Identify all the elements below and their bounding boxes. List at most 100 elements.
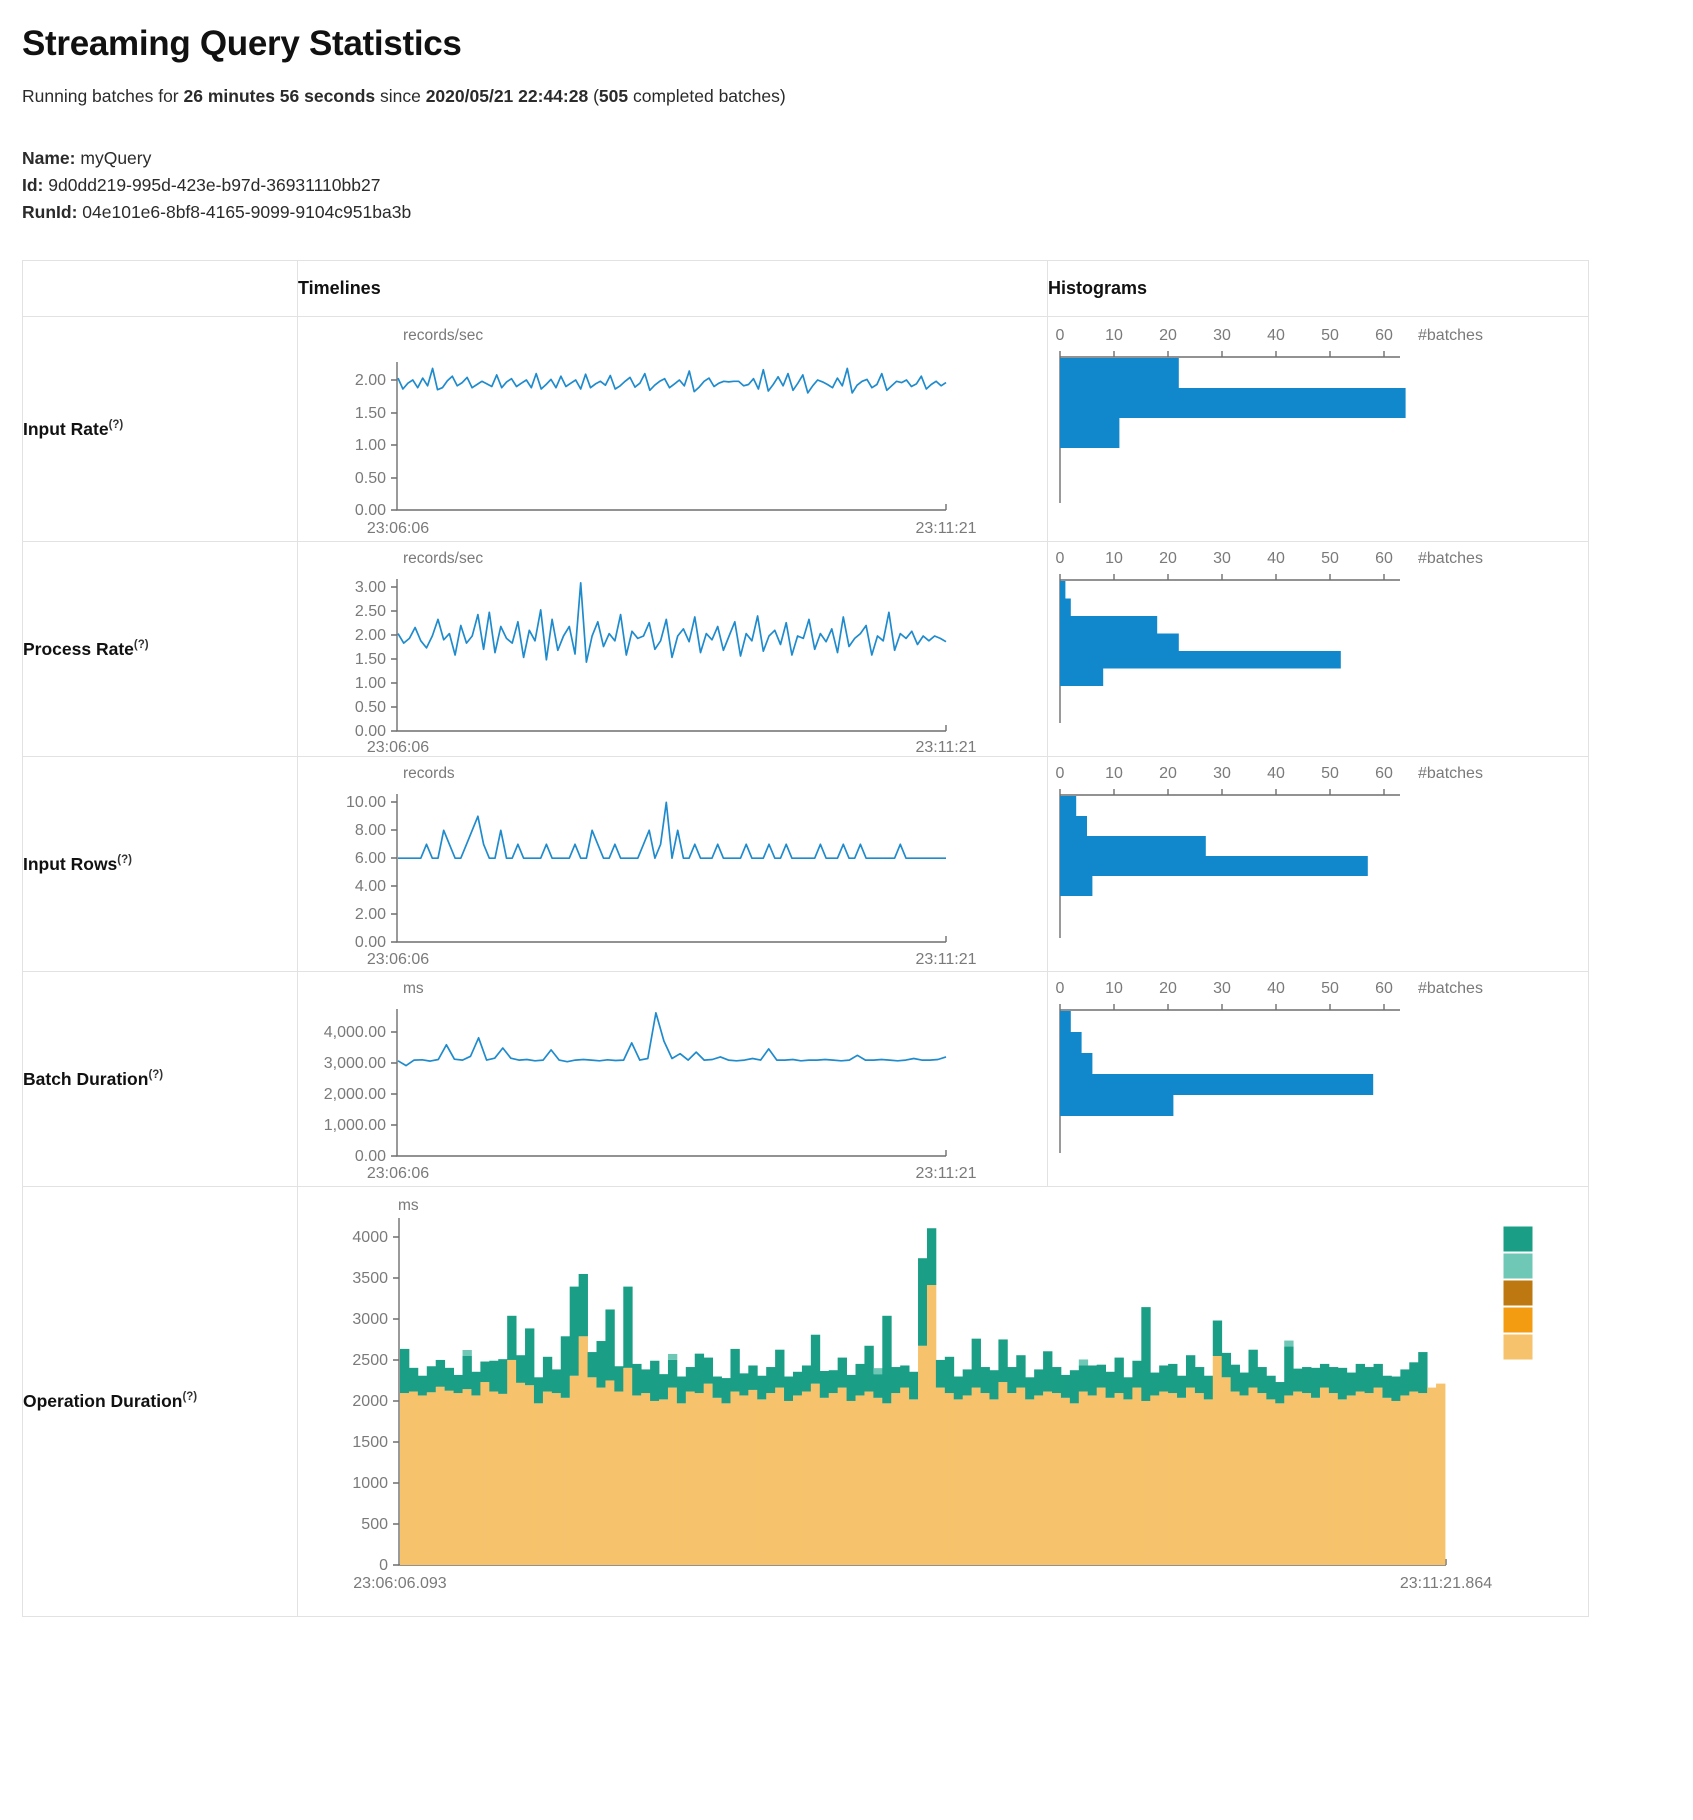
stacked-bar-segment xyxy=(998,1381,1008,1565)
stacked-bar-segment xyxy=(953,1399,964,1565)
stacked-bar-segment xyxy=(1177,1375,1187,1398)
operation-duration-legend[interactable] xyxy=(1502,1225,1534,1361)
operation-duration-unit-label: ms xyxy=(398,1197,419,1214)
stacked-bar-segment xyxy=(605,1380,615,1565)
process-rate-histogram-chart[interactable]: 0 10 20 30 40 50 60 #batches xyxy=(1048,543,1589,756)
stacked-bar-segment xyxy=(533,1377,544,1404)
stacked-bar-segment xyxy=(784,1400,794,1565)
running-duration: 26 minutes 56 seconds xyxy=(183,86,376,106)
histogram-bar xyxy=(1060,855,1368,876)
stacked-bar-segment xyxy=(926,1228,937,1285)
row-label-text: Input Rows xyxy=(23,853,118,874)
help-icon[interactable]: (?) xyxy=(148,1069,164,1082)
stacked-bar-segment xyxy=(998,1339,1008,1382)
stacked-bar-segment xyxy=(935,1359,946,1388)
legend-swatch[interactable] xyxy=(1502,1279,1534,1307)
x-tick: 40 xyxy=(1267,765,1285,782)
stacked-bar-segment xyxy=(1409,1391,1419,1565)
x-tick-start: 23:06:06 xyxy=(367,520,429,537)
input-rate-timeline-chart[interactable]: records/sec 2.00 1.50 1.00 0.50 0.00 xyxy=(298,318,1048,541)
x-tick-start: 23:06:06 xyxy=(367,951,429,968)
legend-swatch[interactable] xyxy=(1502,1225,1534,1253)
stacked-bar-segment xyxy=(1382,1397,1392,1565)
stacked-bar-segment xyxy=(400,1348,410,1393)
stacked-bar-segment xyxy=(1418,1392,1428,1565)
stacked-bar-segment xyxy=(1159,1365,1169,1392)
stacked-bar-segment xyxy=(1087,1395,1098,1565)
table-row: Input Rate(?) records/sec 2.00 1.50 1.00… xyxy=(22,316,1589,543)
stacked-bar-segment xyxy=(641,1369,651,1393)
stacked-bar-segment xyxy=(1257,1392,1267,1565)
stacked-bar-segment xyxy=(1230,1364,1240,1392)
stacked-bar-segment xyxy=(1069,1403,1080,1565)
y-tick: 8.00 xyxy=(355,822,386,839)
row-label-text: Operation Duration xyxy=(23,1391,183,1412)
help-icon[interactable]: (?) xyxy=(182,1391,198,1404)
stacked-bar-segment xyxy=(918,1258,928,1346)
input-rate-histogram-chart[interactable]: 0 10 20 30 40 50 60 #batches xyxy=(1048,318,1589,541)
row-label-text: Process Rate xyxy=(23,638,134,659)
input-rows-histogram-chart[interactable]: 0 10 20 30 40 50 60 #batches xyxy=(1048,758,1589,971)
stacked-bar-segment xyxy=(748,1389,758,1565)
stacked-bar-segment xyxy=(1328,1392,1339,1565)
stacked-bar-segment xyxy=(1355,1363,1366,1392)
stacked-bar-segment xyxy=(1114,1392,1124,1565)
stacked-bar-segment xyxy=(1194,1392,1205,1565)
stacked-bar-segment xyxy=(489,1360,499,1392)
legend-swatch[interactable] xyxy=(1502,1306,1534,1334)
x-tick: 60 xyxy=(1375,327,1393,344)
legend-swatch[interactable] xyxy=(1502,1333,1534,1361)
x-tick: 0 xyxy=(1056,765,1065,782)
stacked-bar-segment xyxy=(855,1363,865,1396)
y-tick: 1.50 xyxy=(355,405,386,422)
input-rows-timeline-chart[interactable]: records 10.00 8.00 6.00 4.00 2.00 0.00 xyxy=(298,758,1048,971)
stacked-bar-segment xyxy=(1409,1362,1419,1392)
batch-duration-timeline-chart[interactable]: ms 4,000.00 3,000.00 2,000.00 1,000.00 0… xyxy=(298,973,1048,1186)
stacked-bar-segment xyxy=(1096,1364,1106,1388)
stacked-bar-segment xyxy=(944,1356,955,1393)
y-tick: 2500 xyxy=(352,1352,388,1369)
stacked-bar-segment xyxy=(667,1353,678,1360)
x-tick: 60 xyxy=(1375,765,1393,782)
x-tick: 60 xyxy=(1375,550,1393,567)
stacked-bar-segment xyxy=(1373,1363,1383,1388)
stacked-bar-segment xyxy=(1043,1351,1053,1392)
stacked-bar-segment xyxy=(837,1387,847,1565)
stacked-bar-segment xyxy=(1052,1366,1062,1393)
hist-unit-label: #batches xyxy=(1418,765,1483,782)
y-tick: 2.00 xyxy=(355,906,386,923)
batch-duration-histogram-chart[interactable]: 0 10 20 30 40 50 60 #batches xyxy=(1048,973,1589,1186)
x-tick: 0 xyxy=(1056,980,1065,997)
operation-duration-chart[interactable]: ms 4000 3500 3000 2500 2000 1500 1000 50… xyxy=(298,1188,1589,1616)
process-rate-timeline-chart[interactable]: records/sec 3.00 2.50 2.00 1.50 1.00 0.5… xyxy=(298,543,1048,756)
histogram-bar xyxy=(1060,633,1179,651)
stacked-bar-segment xyxy=(1382,1375,1392,1398)
help-icon[interactable]: (?) xyxy=(117,854,132,867)
stacked-bar-segment xyxy=(1302,1366,1312,1393)
stacked-bar-segment xyxy=(1007,1366,1017,1393)
stacked-bar-segment xyxy=(962,1369,973,1396)
header-histograms: Histograms xyxy=(1047,260,1589,318)
batch-duration-unit-label: ms xyxy=(403,980,424,997)
x-tick-start: 23:06:06 xyxy=(367,739,429,756)
stacked-bar-segment xyxy=(516,1382,526,1565)
operation-duration-bars xyxy=(400,1228,1446,1565)
stacked-bar-segment xyxy=(1400,1369,1410,1396)
stacked-bar-segment xyxy=(1418,1351,1428,1393)
row-label-process-rate: Process Rate(?) xyxy=(22,541,298,758)
legend-swatch[interactable] xyxy=(1502,1252,1534,1280)
stacked-bar-segment xyxy=(676,1376,687,1404)
stacked-bar-segment xyxy=(873,1397,883,1565)
process-rate-series xyxy=(397,581,947,663)
x-tick: 10 xyxy=(1105,980,1123,997)
help-icon[interactable]: (?) xyxy=(133,639,149,652)
help-icon[interactable]: (?) xyxy=(108,419,124,432)
header-timelines: Timelines xyxy=(297,260,1048,318)
stacked-bar-segment xyxy=(980,1366,990,1393)
stacked-bar-segment xyxy=(703,1383,714,1565)
y-tick: 1500 xyxy=(352,1434,388,1451)
stacked-bar-segment xyxy=(435,1386,446,1565)
stacked-bar-segment xyxy=(1293,1391,1303,1565)
row-label-operation-duration: Operation Duration(?) xyxy=(22,1186,298,1618)
timeline-cell-batch-duration: ms 4,000.00 3,000.00 2,000.00 1,000.00 0… xyxy=(297,971,1048,1188)
